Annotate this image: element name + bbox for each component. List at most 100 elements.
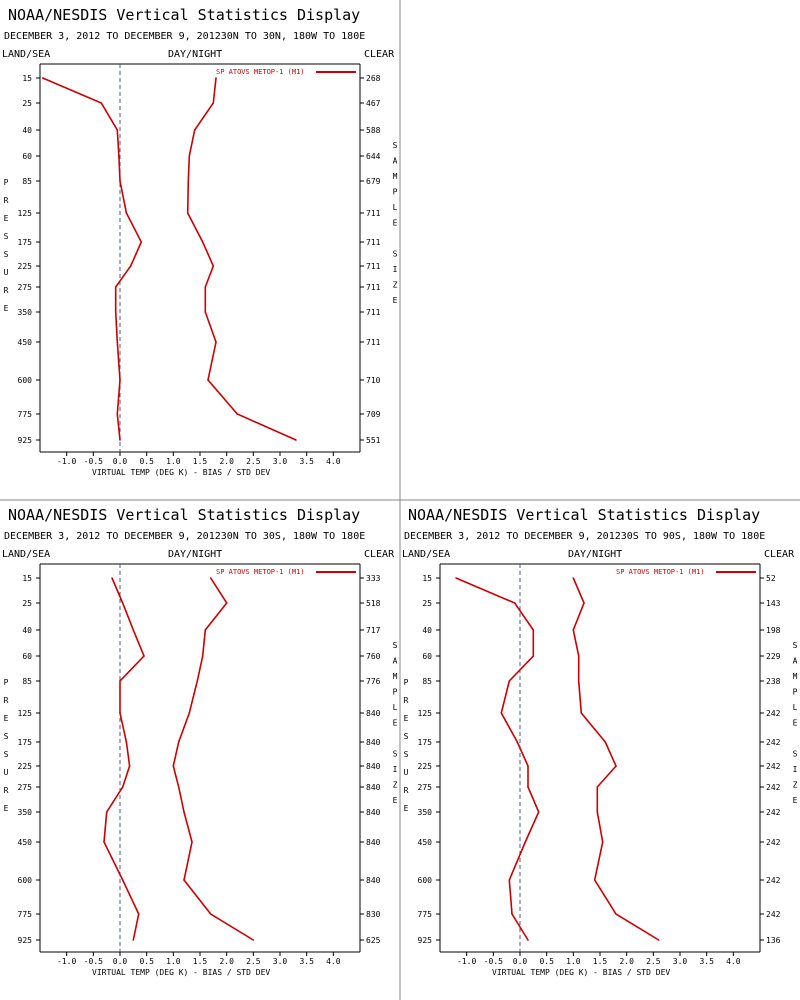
bias-line [42,77,143,441]
pressure-tick-label: 350 [418,808,433,817]
pressure-tick-label: 925 [18,436,33,445]
sample-size-label: 711 [366,308,381,317]
x-tick-label: 3.0 [273,957,288,966]
sample-size-label: 840 [366,738,381,747]
sample-size-axis-letter: E [393,796,398,805]
x-tick-label: 0.0 [113,957,128,966]
sample-size-axis-letter: I [793,765,798,774]
sample-size-label: 242 [766,783,781,792]
x-tick-label: 1.5 [193,457,208,466]
pressure-tick-label: 175 [18,238,33,247]
pressure-tick-label: 450 [18,838,33,847]
x-tick-label: 1.5 [593,957,608,966]
x-tick-label: 2.0 [219,957,234,966]
sample-size-label: 840 [366,808,381,817]
sample-size-label: 238 [766,677,781,686]
sample-size-axis-letter: Z [393,281,398,290]
sample-size-axis-letter: S [393,250,398,259]
sample-size-label: 229 [766,652,781,661]
sample-size-axis-letter: I [393,265,398,274]
bias-point [513,602,516,604]
sample-size-label: 198 [766,626,781,635]
pressure-tick-label: 40 [22,126,32,135]
sample-size-label: 242 [766,838,781,847]
bias-point [41,77,44,79]
x-tick-label: 0.5 [139,957,154,966]
sample-size-label: 136 [766,936,781,945]
x-tick-label: 0.5 [539,957,554,966]
std-dev-point [172,765,175,767]
pressure-tick-label: 85 [22,177,32,186]
std-dev-point [615,913,617,915]
sample-size-label: 588 [366,126,381,135]
x-axis-title: VIRTUAL TEMP (DEG K) - BIAS / STD DEV [492,968,670,977]
std-dev-line [572,577,660,941]
pressure-axis-letter: P [404,678,409,687]
pressure-tick-label: 775 [18,910,33,919]
pressure-axis-letter: S [4,232,9,241]
bias-point [527,786,529,788]
bias-point [114,286,117,288]
sample-size-label: 242 [766,738,781,747]
sample-size-label: 709 [366,410,381,419]
bias-point [527,939,529,941]
std-dev-point [225,602,228,604]
sample-size-label: 840 [366,876,381,885]
sample-size-label: 268 [366,74,381,83]
x-tick-label: 1.0 [566,957,581,966]
day-night-label: DAY/NIGHT [568,549,622,560]
std-dev-point [193,129,196,131]
pressure-tick-label: 450 [418,838,433,847]
std-dev-point [215,341,217,343]
sample-size-label: 711 [366,283,381,292]
pressure-axis-letter: S [4,750,9,759]
std-dev-point [604,741,607,743]
sample-size-label: 242 [766,709,781,718]
sample-size-axis-letter: Z [393,781,398,790]
bias-point [121,879,124,881]
x-tick-label: 2.0 [219,457,234,466]
std-dev-point [295,439,297,441]
std-dev-point [657,939,660,941]
sample-size-label: 840 [366,838,381,847]
x-tick-label: 2.5 [246,957,261,966]
x-axis-title: VIRTUAL TEMP (DEG K) - BIAS / STD DEV [92,968,270,977]
pressure-tick-label: 175 [18,738,33,747]
std-dev-point [207,379,209,381]
pressure-axis-letter: E [404,804,409,813]
pressure-tick-label: 600 [418,876,433,885]
bias-point [137,913,140,915]
bias-point [537,811,540,813]
sample-size-axis-letter: L [393,703,398,712]
pressure-axis-letter: E [4,304,9,313]
pressure-axis-letter: E [404,714,409,723]
x-tick-label: -1.0 [57,957,76,966]
bias-point [105,811,108,813]
sample-size-axis-letter: A [793,657,798,666]
std-dev-point [204,629,207,631]
pressure-tick-label: 125 [418,709,433,718]
pressure-axis-letter: S [4,250,9,259]
bias-line [103,577,145,941]
sample-size-axis-letter: A [393,157,398,166]
pressure-tick-label: 40 [22,626,32,635]
std-dev-point [215,77,217,79]
day-night-label: DAY/NIGHT [168,549,222,560]
pressure-tick-label: 275 [18,783,33,792]
pressure-axis-letter: R [404,696,409,705]
bias-point [103,841,105,843]
pressure-tick-label: 25 [22,599,32,608]
x-tick-label: 3.5 [699,957,714,966]
std-dev-point [615,765,617,767]
std-dev-point [601,841,604,843]
sample-size-label: 679 [366,177,381,186]
std-dev-point [204,311,207,313]
x-tick-label: 1.5 [193,957,208,966]
sample-size-axis-letter: A [393,657,398,666]
pressure-axis-letter: U [404,768,409,777]
pressure-tick-label: 15 [22,74,32,83]
std-dev-point [212,265,215,267]
